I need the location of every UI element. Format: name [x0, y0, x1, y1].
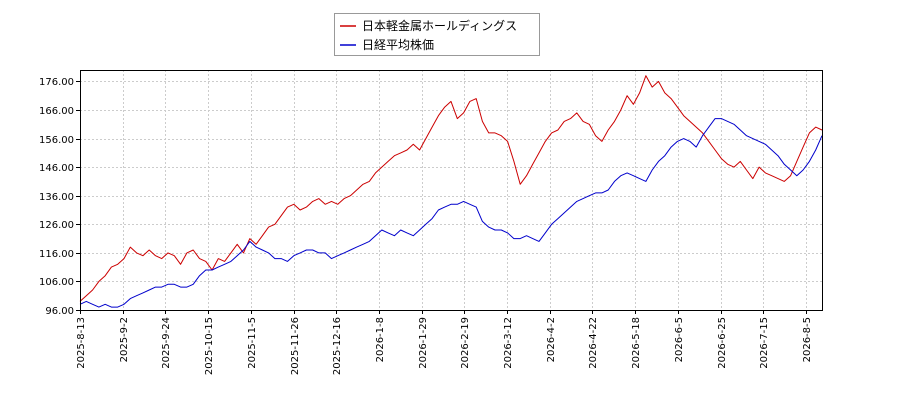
x-tick-label: 2025-9-2: [119, 317, 130, 362]
x-tick-label: 2026-3-12: [503, 317, 514, 369]
x-tick-label: 2026-4-22: [588, 317, 599, 369]
x-tick-label: 2026-8-5: [802, 317, 813, 362]
x-tick-label: 2026-4-2: [546, 317, 557, 362]
grid: [80, 70, 822, 311]
legend-label-1: 日経平均株価: [362, 37, 434, 52]
y-tick-label: 96.00: [45, 306, 74, 317]
x-tick-label: 2025-10-15: [204, 317, 215, 375]
legend: 日本軽金属ホールディングス 日経平均株価: [334, 13, 540, 56]
y-tick-label: 106.00: [39, 277, 74, 288]
x-tick-label: 2025-8-13: [76, 317, 87, 369]
y-tick-label: 146.00: [39, 163, 74, 174]
legend-box: [334, 13, 540, 56]
y-tick-label: 136.00: [39, 192, 74, 203]
plot-lines: [79, 75, 823, 308]
plot-frame: [80, 70, 823, 311]
series-line-1: [79, 118, 823, 308]
x-axis: 2025-8-13 2025-9-2 2025-9-24 2025-10-15 2025…: [76, 310, 813, 375]
y-tick-label: 126.00: [39, 220, 74, 231]
x-tick-label: 2025-11-5: [247, 317, 258, 369]
x-tick-label: 2026-1-29: [418, 317, 429, 369]
y-axis: 96.00 106.00 116.00 126.00 136.00 146.00 156.0…: [39, 77, 80, 317]
y-tick-label: 166.00: [39, 106, 74, 117]
x-tick-label: 2026-1-8: [375, 317, 386, 362]
legend-label-0: 日本軽金属ホールディングス: [362, 18, 517, 33]
series-line-0: [79, 75, 823, 302]
x-tick-label: 2025-12-16: [332, 317, 343, 375]
x-tick-label: 2026-6-25: [717, 317, 728, 369]
x-tick-label: 2026-7-15: [759, 317, 770, 369]
y-tick-label: 176.00: [39, 77, 74, 88]
x-tick-label: 2026-6-5: [674, 317, 685, 362]
x-tick-label: 2025-11-26: [290, 317, 301, 375]
x-tick-label: 2026-5-18: [631, 317, 642, 369]
y-tick-label: 156.00: [39, 135, 74, 146]
x-tick-label: 2025-9-24: [161, 317, 172, 369]
y-tick-label: 116.00: [39, 249, 74, 260]
x-tick-label: 2026-2-19: [460, 317, 471, 369]
